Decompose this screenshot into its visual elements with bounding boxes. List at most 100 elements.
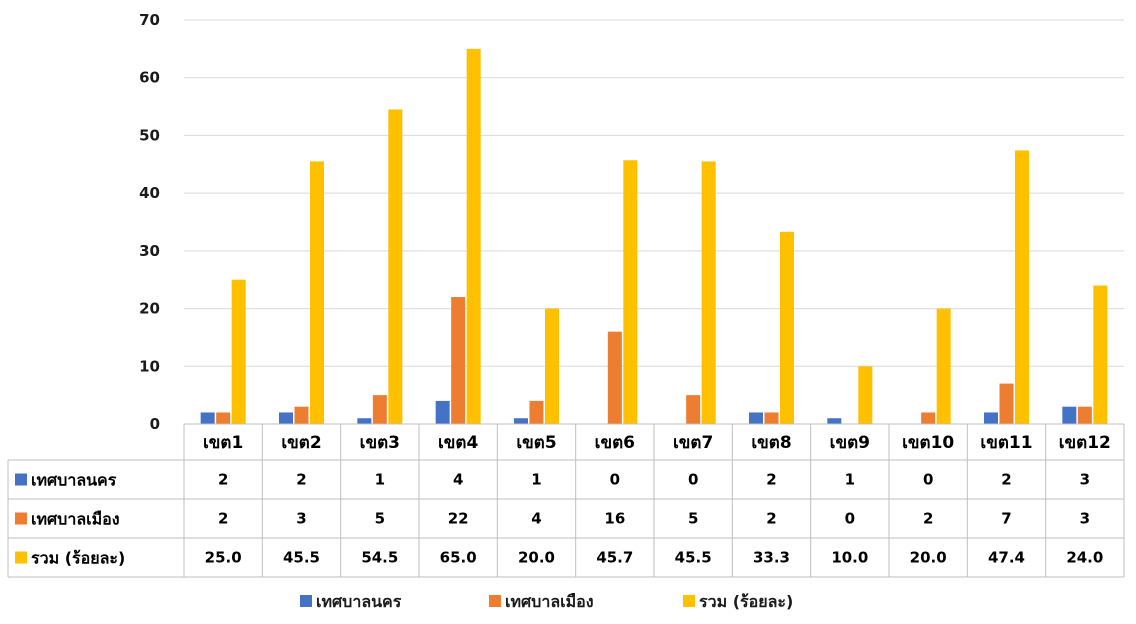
bar xyxy=(1015,150,1029,425)
bar xyxy=(514,418,528,424)
table-cell: 2 xyxy=(923,510,933,528)
table-cell: 2 xyxy=(766,471,776,489)
bar xyxy=(231,279,246,424)
table-cell: 2 xyxy=(766,510,776,528)
table-cell: 2 xyxy=(1001,471,1011,489)
legend: เทศบาลนคร เทศบาลเมือง รวม (ร้อยละ) xyxy=(300,592,793,611)
legend-swatch xyxy=(683,595,695,607)
table-cell: 1 xyxy=(531,471,541,489)
bar xyxy=(827,418,842,424)
bar xyxy=(607,331,622,424)
table-cell: 2 xyxy=(218,471,228,489)
table-row-label: เทศบาลนคร xyxy=(31,471,117,490)
bar xyxy=(764,412,779,424)
bar xyxy=(1093,285,1108,424)
table-cell: 0 xyxy=(688,471,698,489)
x-tick-label: เขต2 xyxy=(281,433,321,453)
y-tick-label: 70 xyxy=(139,11,160,29)
bar xyxy=(749,412,763,424)
y-tick-label: 0 xyxy=(150,415,160,433)
x-tick-label: เขต1 xyxy=(203,433,243,453)
bar xyxy=(936,308,951,424)
bar xyxy=(216,412,231,424)
legend-swatch xyxy=(300,595,312,607)
bar xyxy=(686,395,701,424)
table-cell: 22 xyxy=(448,510,469,528)
y-tick-label: 30 xyxy=(139,242,160,260)
legend-label: รวม (ร้อยละ) xyxy=(699,592,793,611)
table-row-label: เทศบาลเมือง xyxy=(31,510,120,529)
table-cell: 1 xyxy=(375,471,385,489)
table-cell: 2 xyxy=(218,510,228,528)
x-tick-label: เขต11 xyxy=(980,433,1032,453)
y-tick-label: 60 xyxy=(139,69,160,87)
legend-label: เทศบาลนคร xyxy=(316,592,402,611)
table-legend-key xyxy=(15,512,27,525)
table-cell: 33.3 xyxy=(753,549,790,567)
bar xyxy=(858,366,873,424)
bar xyxy=(1062,406,1077,424)
table-cell: 4 xyxy=(531,510,541,528)
bar xyxy=(701,161,716,424)
bar xyxy=(999,383,1014,424)
table-cell: 20.0 xyxy=(910,549,947,567)
y-tick-label: 10 xyxy=(139,357,160,375)
x-tick-label: เขต7 xyxy=(673,433,713,453)
table-row-label: รวม (ร้อยละ) xyxy=(31,549,125,568)
table-cell: 20.0 xyxy=(518,549,555,567)
table-cell: 16 xyxy=(604,510,625,528)
table-cell: 47.4 xyxy=(988,549,1025,567)
bar xyxy=(451,297,466,424)
y-tick-label: 20 xyxy=(139,300,160,318)
x-tick-label: เขต10 xyxy=(902,433,954,453)
legend-swatch xyxy=(489,595,501,607)
x-tick-label: เขต12 xyxy=(1059,433,1111,453)
bar xyxy=(372,395,387,424)
y-tick-label: 50 xyxy=(139,126,160,144)
table-cell: 0 xyxy=(923,471,933,489)
bar xyxy=(435,400,450,424)
table-cell: 2 xyxy=(296,471,306,489)
bar xyxy=(388,109,403,424)
table-cell: 4 xyxy=(453,471,463,489)
bar xyxy=(357,418,372,424)
table-cell: 24.0 xyxy=(1066,549,1103,567)
table-cell: 54.5 xyxy=(361,549,398,567)
table-legend-key xyxy=(15,473,27,486)
bars xyxy=(200,48,1108,425)
table-cell: 5 xyxy=(375,510,385,528)
gridlines xyxy=(184,19,1124,367)
y-axis-tick-labels: 0 10 20 30 40 50 60 70 xyxy=(139,11,160,433)
bar xyxy=(529,400,544,424)
table-cell: 3 xyxy=(1080,471,1090,489)
data-table: เขต1 เขต2 เขต3 เขต4 เขต5 เขต6 เขต7 เขต8 เขต9 เขต1… xyxy=(7,423,1125,578)
bar xyxy=(294,406,309,424)
bar xyxy=(921,412,936,424)
table-cell: 7 xyxy=(1001,510,1011,528)
bar xyxy=(466,48,481,424)
table-cell: 65.0 xyxy=(440,549,477,567)
table-cell: 45.7 xyxy=(596,549,633,567)
table-cell: 0 xyxy=(610,471,620,489)
table-legend-key xyxy=(15,551,27,564)
bar xyxy=(623,160,638,424)
table-cell: 1 xyxy=(845,471,855,489)
y-tick-label: 40 xyxy=(139,184,160,202)
table-cell: 3 xyxy=(296,510,306,528)
bar xyxy=(780,231,794,424)
x-tick-label: เขต3 xyxy=(360,433,400,453)
x-tick-label: เขต8 xyxy=(751,433,791,453)
x-tick-label: เขต6 xyxy=(595,433,635,453)
table-cell: 10.0 xyxy=(831,549,868,567)
table-cell: 3 xyxy=(1080,510,1090,528)
x-tick-label: เขต5 xyxy=(516,433,556,453)
bar xyxy=(545,308,559,424)
bar xyxy=(984,412,998,424)
bar xyxy=(310,161,324,424)
table-cell: 45.5 xyxy=(283,549,320,567)
x-tick-label: เขต4 xyxy=(438,433,478,453)
x-tick-label: เขต9 xyxy=(830,433,870,453)
table-cell: 5 xyxy=(688,510,698,528)
table-cell: 45.5 xyxy=(675,549,712,567)
